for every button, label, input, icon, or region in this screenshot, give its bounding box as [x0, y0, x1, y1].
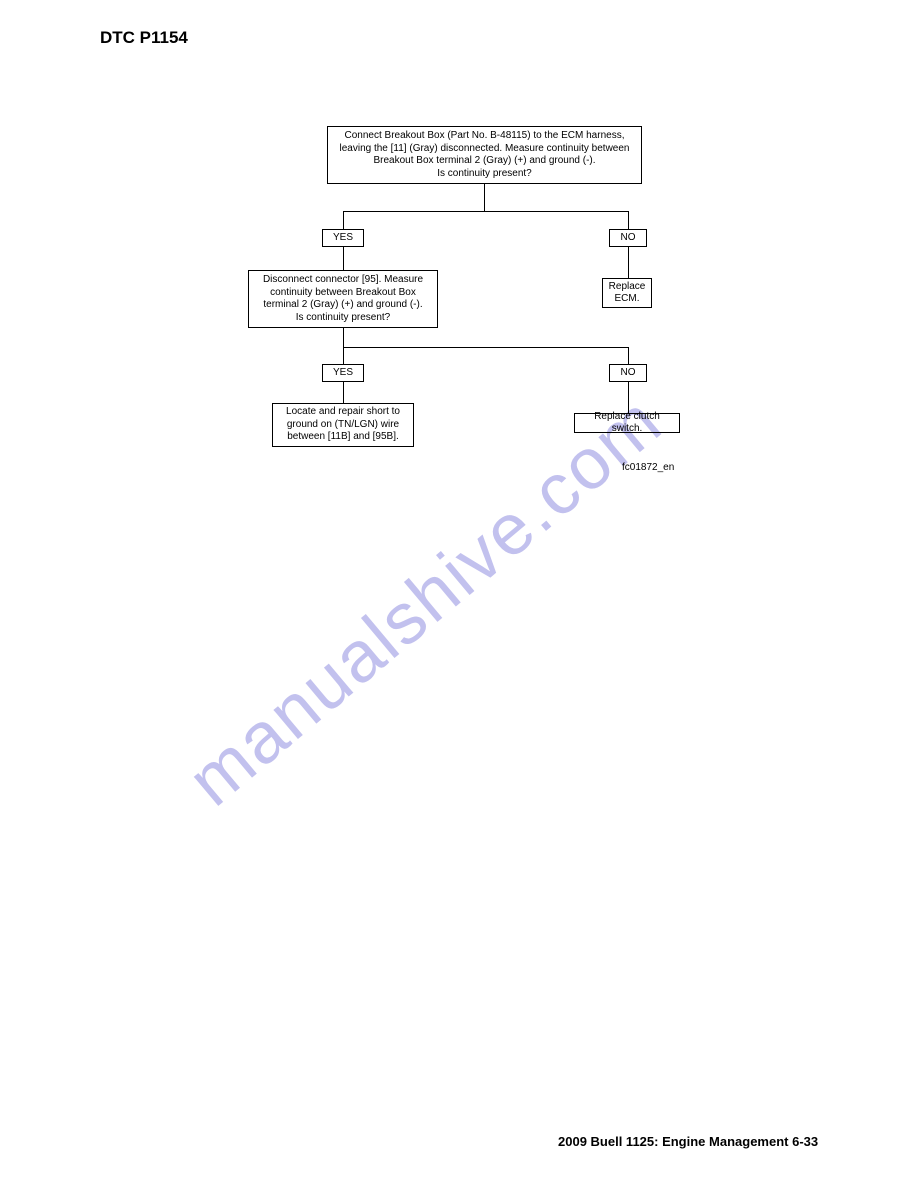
flow-connector	[343, 211, 344, 229]
page-footer: 2009 Buell 1125: Engine Management 6-33	[558, 1134, 818, 1149]
flow-connector	[628, 247, 629, 278]
flow-node-n1: Connect Breakout Box (Part No. B-48115) …	[327, 126, 642, 184]
flow-node-n4: Disconnect connector [95]. Measure conti…	[248, 270, 438, 328]
flow-connector	[343, 347, 344, 364]
flow-connector	[484, 184, 485, 212]
flow-node-n9: Replace clutch switch.	[574, 413, 680, 433]
watermark-text: manualshive.com	[173, 380, 678, 822]
figure-caption: fc01872_en	[622, 462, 674, 473]
flow-node-n8: Locate and repair short to ground on (TN…	[272, 403, 414, 447]
flow-connector	[343, 347, 629, 348]
flow-node-n5: ReplaceECM.	[602, 278, 652, 308]
flow-node-n3: NO	[609, 229, 647, 247]
flow-node-n2: YES	[322, 229, 364, 247]
flow-node-n7: NO	[609, 364, 647, 382]
flow-connector	[628, 211, 629, 229]
flow-connector	[628, 347, 629, 364]
flow-connector	[628, 382, 629, 413]
flow-connector	[343, 247, 344, 270]
page-title: DTC P1154	[100, 28, 188, 48]
flow-connector	[343, 211, 629, 212]
flow-connector	[343, 382, 344, 403]
flow-connector	[343, 328, 344, 347]
flow-node-n6: YES	[322, 364, 364, 382]
